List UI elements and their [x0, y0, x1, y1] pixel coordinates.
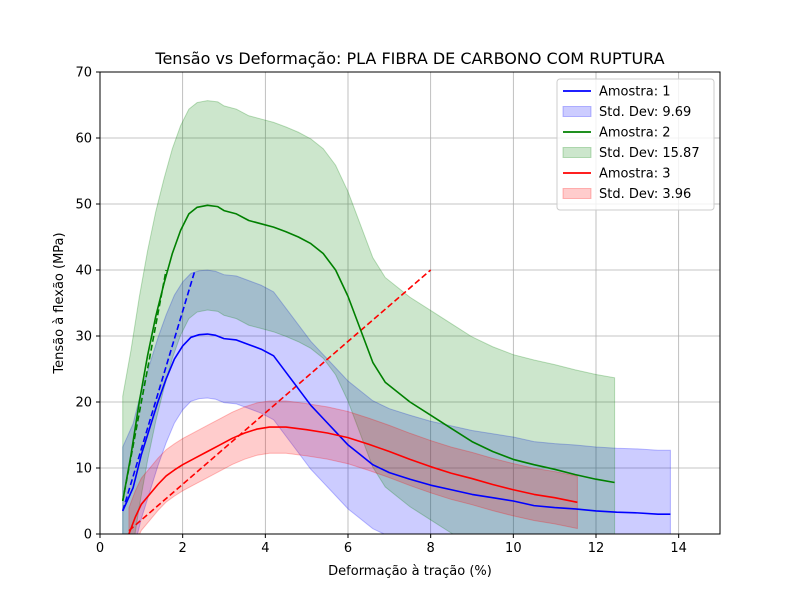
fit-line-1	[121, 269, 196, 512]
std-dev-band-1	[122, 269, 671, 534]
chart-title: Tensão vs Deformação: PLA FIBRA DE CARBO…	[154, 49, 664, 68]
x-tick-label: 2	[179, 541, 187, 556]
axes-frame	[99, 71, 721, 535]
x-axis-label: Deformação à tração (%)	[328, 564, 492, 579]
legend-label: Amostra: 1	[599, 85, 670, 100]
legend-band-swatch	[562, 106, 592, 117]
x-tick-label: 14	[670, 541, 687, 556]
data-layer	[121, 100, 671, 534]
x-tick-label: 12	[588, 541, 605, 556]
y-tick-label: 50	[75, 198, 92, 213]
legend-label: Std. Dev: 15.87	[599, 146, 700, 161]
y-tick-label: 0	[84, 528, 92, 543]
y-tick-label: 40	[75, 264, 92, 279]
x-tick-label: 6	[344, 541, 352, 556]
legend-band-swatch	[562, 188, 592, 199]
y-axis-label: Tensão à flexão (MPa)	[52, 232, 67, 374]
x-tick-label: 0	[96, 541, 104, 556]
x-tick-label: 10	[505, 541, 522, 556]
y-tick-label: 70	[75, 66, 92, 81]
legend-frame	[556, 78, 715, 211]
x-tick-label: 8	[427, 541, 435, 556]
legend-band-swatch	[562, 147, 592, 158]
y-tick-label: 60	[75, 132, 92, 147]
legend-label: Amostra: 3	[599, 167, 670, 182]
series-line-3	[128, 426, 578, 534]
series-line-2	[121, 204, 615, 502]
legend: Amostra: 1 Std. Dev: 9.69 Amostra: 2 Std. D…	[556, 78, 715, 211]
series-line-1	[121, 333, 671, 515]
x-tick-label: 4	[261, 541, 269, 556]
plot-area: 0 2 4 6 8 10 12 14 0 10 20 30 40 50 60 70	[75, 66, 721, 556]
legend-label: Std. Dev: 3.96	[599, 187, 691, 202]
y-tick-label: 30	[75, 330, 92, 345]
legend-label: Std. Dev: 9.69	[599, 105, 691, 120]
y-tick-label: 20	[75, 396, 92, 411]
y-tick-label: 10	[75, 462, 92, 477]
legend-label: Amostra: 2	[599, 126, 670, 141]
std-dev-band-2	[122, 100, 616, 534]
fit-line-3	[128, 269, 432, 532]
